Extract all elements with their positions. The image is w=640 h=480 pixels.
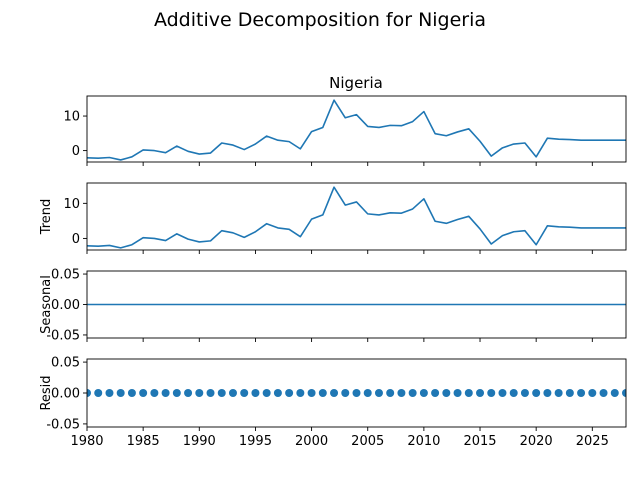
resid-point [599, 389, 608, 397]
panels-group: 010010Trend0.050.00-0.05Seasonal0.050.00… [39, 95, 627, 449]
observed-axes-frame [86, 95, 627, 163]
seasonal-ylabel: Seasonal [39, 275, 54, 334]
trend-axes-frame [86, 182, 627, 251]
resid-point [184, 389, 193, 397]
resid-point [150, 389, 159, 397]
resid-ytick-label: 0.00 [51, 387, 80, 402]
xtick-label: 2000 [295, 434, 328, 449]
resid-point [307, 389, 316, 397]
observed-ytick-label: 0 [72, 144, 80, 159]
xtick-label: 2005 [351, 434, 384, 449]
resid-point [532, 389, 541, 397]
resid-point [431, 389, 440, 397]
xtick-label: 1990 [183, 434, 216, 449]
resid-series [87, 389, 626, 397]
seasonal-ytick-label: 0.00 [51, 298, 80, 313]
resid-point [318, 389, 327, 397]
resid-point [543, 389, 552, 397]
xtick-label: 2015 [463, 434, 496, 449]
observed-series [87, 99, 626, 161]
resid-point [296, 389, 305, 397]
resid-point [509, 389, 518, 397]
resid-point [363, 389, 372, 397]
resid-point [419, 389, 428, 397]
trend-ylabel: Trend [39, 199, 54, 236]
trend-ytick-label: 10 [63, 197, 80, 212]
observed-panel: 0 10 [63, 95, 627, 166]
resid-point [217, 389, 226, 397]
resid-ytick-label: -0.05 [46, 417, 80, 432]
observed-line [87, 99, 626, 161]
resid-point [397, 389, 406, 397]
resid-point [195, 389, 204, 397]
resid-point [498, 389, 507, 397]
resid-panel: 0.05 0.00 -0.05 1980 1985 1990 1995 2000 2005 201… [39, 356, 627, 449]
resid-point [139, 389, 148, 397]
seasonal-ytick-label: 0.05 [51, 268, 80, 283]
resid-point [87, 389, 91, 397]
resid-ylabel: Resid [39, 375, 54, 410]
resid-point [116, 389, 125, 397]
resid-point [386, 389, 395, 397]
resid-point [453, 389, 462, 397]
xtick-label: 2020 [520, 434, 553, 449]
resid-point [273, 389, 282, 397]
xtick-label: 1985 [127, 434, 160, 449]
resid-point [577, 389, 586, 397]
resid-point [105, 389, 114, 397]
resid-point [127, 389, 136, 397]
resid-point [408, 389, 417, 397]
resid-point [588, 389, 597, 397]
trend-line [87, 186, 626, 249]
xtick-label: 1995 [239, 434, 272, 449]
resid-point [610, 389, 619, 397]
trend-panel: 0 10 Trend [39, 182, 627, 254]
resid-point [352, 389, 361, 397]
resid-point [464, 389, 473, 397]
resid-point [565, 389, 574, 397]
resid-point [476, 389, 485, 397]
resid-point [161, 389, 170, 397]
resid-point [262, 389, 271, 397]
observed-ytick-label: 10 [63, 110, 80, 125]
observed-panel-title: Nigeria [329, 74, 383, 92]
resid-point [622, 389, 626, 397]
resid-point [172, 389, 181, 397]
trend-ytick-label: 0 [72, 232, 80, 247]
resid-point [520, 389, 529, 397]
resid-point [240, 389, 249, 397]
resid-point [442, 389, 451, 397]
resid-point [206, 389, 215, 397]
resid-point [285, 389, 294, 397]
resid-point [330, 389, 339, 397]
xtick-label: 2025 [576, 434, 609, 449]
xtick-label: 1980 [70, 434, 103, 449]
resid-point [341, 389, 350, 397]
resid-point [228, 389, 237, 397]
resid-point [94, 389, 103, 397]
resid-point [374, 389, 383, 397]
trend-series [87, 186, 626, 249]
resid-ytick-label: 0.05 [51, 356, 80, 371]
xtick-label: 2010 [407, 434, 440, 449]
seasonal-ytick-label: -0.05 [46, 328, 80, 343]
figure-suptitle: Additive Decomposition for Nigeria [154, 9, 486, 31]
resid-point [251, 389, 260, 397]
resid-point [554, 389, 563, 397]
resid-point [487, 389, 496, 397]
